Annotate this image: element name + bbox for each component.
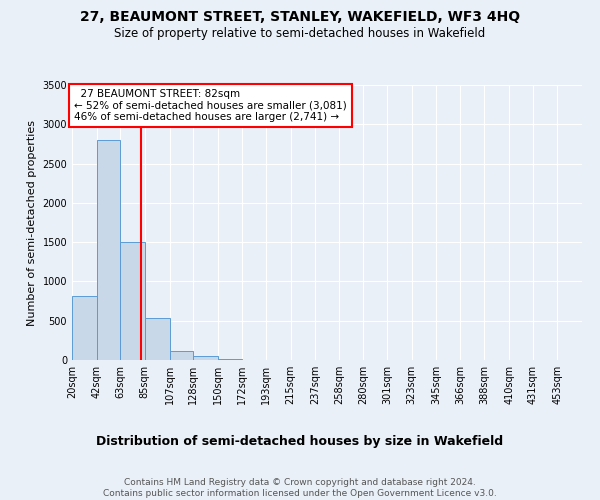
Bar bbox=[120, 242, 145, 360]
Text: Contains HM Land Registry data © Crown copyright and database right 2024.
Contai: Contains HM Land Registry data © Crown c… bbox=[103, 478, 497, 498]
Text: 27, BEAUMONT STREET, STANLEY, WAKEFIELD, WF3 4HQ: 27, BEAUMONT STREET, STANLEY, WAKEFIELD,… bbox=[80, 10, 520, 24]
Bar bbox=[72, 296, 97, 360]
Bar bbox=[170, 350, 193, 360]
Bar bbox=[145, 318, 170, 360]
Bar bbox=[218, 359, 242, 360]
Text: Distribution of semi-detached houses by size in Wakefield: Distribution of semi-detached houses by … bbox=[97, 435, 503, 448]
Text: 27 BEAUMONT STREET: 82sqm
← 52% of semi-detached houses are smaller (3,081)
46% : 27 BEAUMONT STREET: 82sqm ← 52% of semi-… bbox=[74, 89, 347, 122]
Bar bbox=[97, 140, 120, 360]
Bar bbox=[193, 356, 218, 360]
Text: Size of property relative to semi-detached houses in Wakefield: Size of property relative to semi-detach… bbox=[115, 28, 485, 40]
Y-axis label: Number of semi-detached properties: Number of semi-detached properties bbox=[27, 120, 37, 326]
